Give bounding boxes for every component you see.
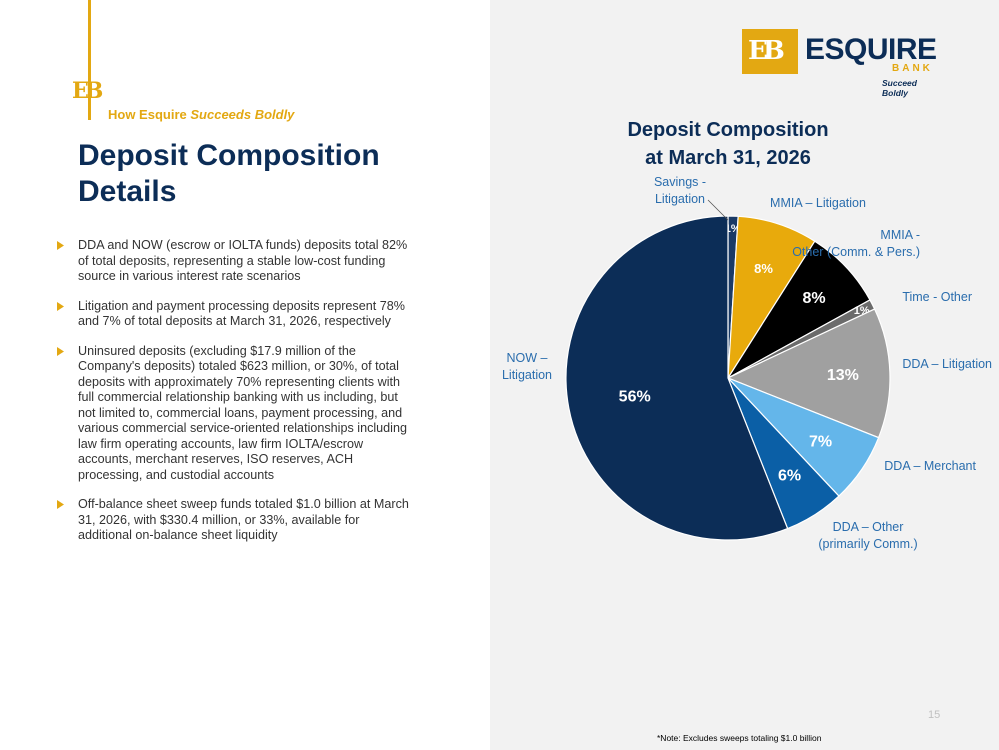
slice-category-label: MMIA – Litigation	[770, 196, 866, 210]
tagline-plain: How Esquire	[108, 107, 187, 122]
slice-value-label: 8%	[754, 261, 773, 276]
chart-title-line: at March 31, 2026	[645, 147, 811, 169]
slice-category-label: DDA – Other	[833, 520, 904, 534]
bullet-icon	[57, 301, 64, 311]
slice-value-label: 7%	[809, 434, 832, 451]
page-number: 15	[928, 709, 941, 721]
logo-tagline: Succeed Boldly	[882, 78, 917, 98]
logo-box: EB	[742, 29, 798, 74]
bullet-text: DDA and NOW (escrow or IOLTA funds) depo…	[78, 238, 408, 283]
eb-monogram-icon: EB	[72, 78, 103, 104]
bullet-list: DDA and NOW (escrow or IOLTA funds) depo…	[57, 238, 415, 558]
slice-category-label: Time - Other	[902, 290, 972, 304]
esquire-bank-logo: EB ESQUIRE BANK Succeed Boldly	[742, 29, 942, 98]
slice-category-label: DDA – Merchant	[884, 459, 976, 473]
footnote: *Note: Excludes sweeps totaling $1.0 bil…	[657, 733, 822, 743]
bullet-item: Off-balance sheet sweep funds totaled $1…	[57, 497, 415, 544]
tagline-italic: Succeeds Boldly	[190, 107, 295, 122]
bullet-text: Litigation and payment processing deposi…	[78, 298, 405, 329]
slice-category-label: Litigation	[502, 368, 552, 382]
chart-title-line: Deposit Composition	[627, 119, 829, 141]
pie-slice	[726, 308, 891, 439]
slice-value-label: 8%	[802, 290, 825, 307]
bullet-text: Off-balance sheet sweep funds totaled $1…	[78, 497, 409, 542]
bullet-icon	[57, 500, 64, 509]
logo-sub: BANK	[892, 63, 933, 74]
slice-category-label: Savings -	[654, 175, 706, 189]
bullet-icon	[57, 241, 64, 250]
bullet-item: DDA and NOW (escrow or IOLTA funds) depo…	[57, 238, 415, 285]
slice-category-label: MMIA -	[880, 228, 920, 242]
slice-category-label: NOW –	[507, 351, 548, 365]
bullet-item: Litigation and payment processing deposi…	[57, 298, 415, 330]
slice-category-label: Other (Comm. & Pers.)	[792, 245, 920, 259]
logo-monogram: EB	[748, 36, 785, 66]
slice-value-label: 6%	[778, 468, 801, 485]
pie-slice	[565, 215, 789, 541]
section-tagline: How Esquire Succeeds Boldly	[108, 107, 294, 122]
logo-name: ESQUIRE	[805, 33, 937, 66]
slice-category-label: (primarily Comm.)	[818, 537, 917, 551]
bullet-text: Uninsured deposits (excluding $17.9 mill…	[78, 343, 407, 482]
slice-value-label: 56%	[619, 388, 651, 405]
accent-line	[88, 0, 91, 120]
slice-category-label: DDA – Litigation	[902, 357, 992, 371]
slice-category-label: Litigation	[655, 192, 705, 206]
slice-value-label: 13%	[827, 367, 859, 384]
chart-title: Deposit Composition at March 31, 2026	[590, 116, 866, 172]
bullet-item: Uninsured deposits (excluding $17.9 mill…	[57, 343, 415, 484]
bullet-icon	[57, 346, 64, 356]
leader-line	[707, 199, 729, 221]
page-title: Deposit Composition Details	[78, 139, 380, 208]
